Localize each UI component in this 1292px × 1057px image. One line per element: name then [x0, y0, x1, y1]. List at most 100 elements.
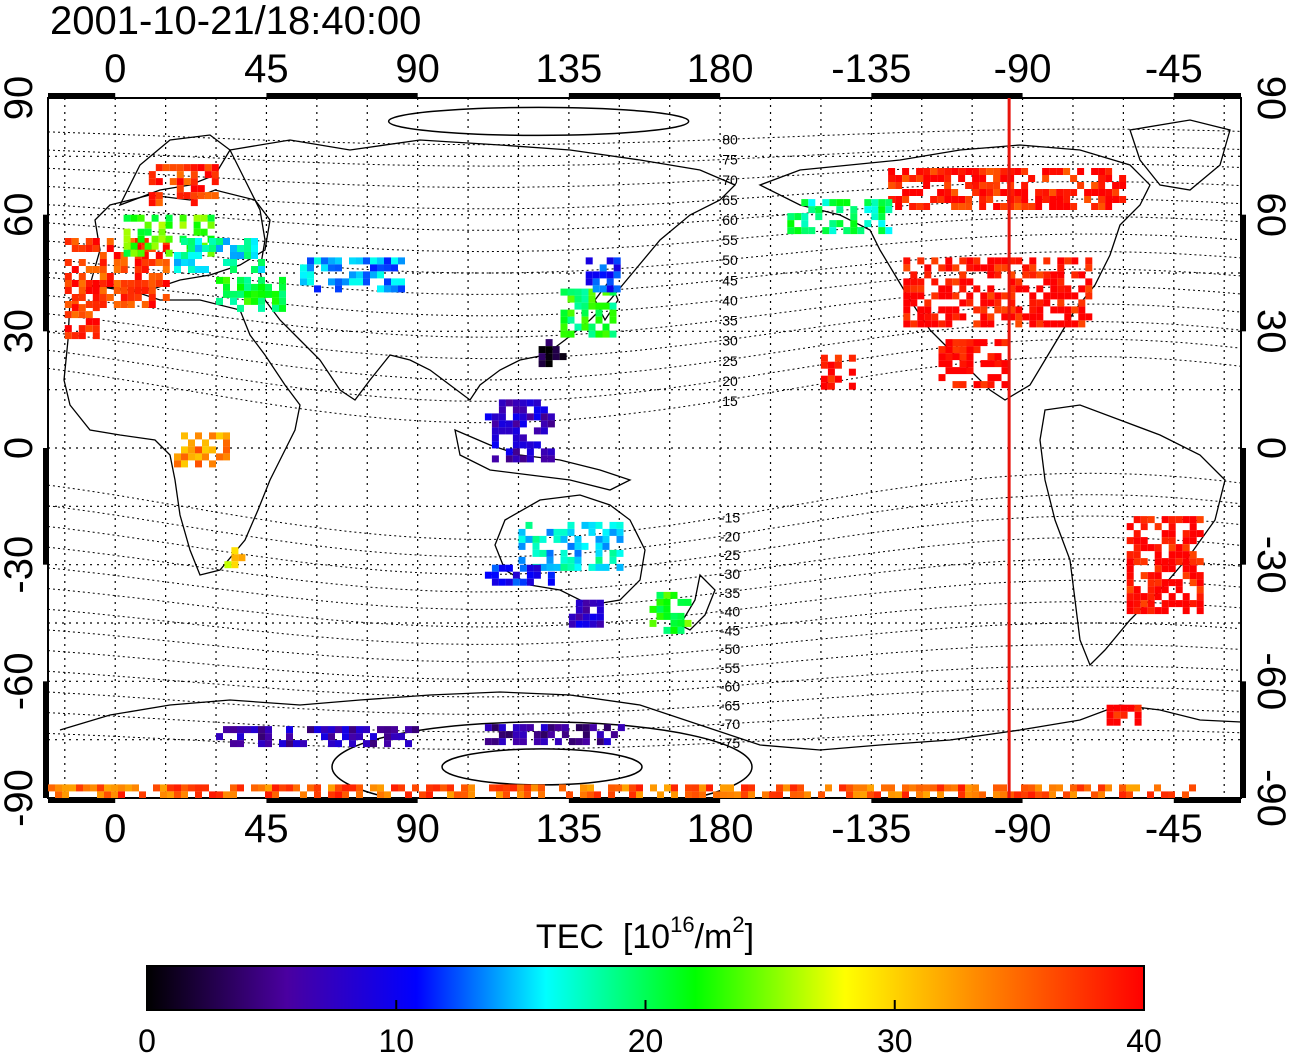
tec-cell	[1056, 196, 1064, 203]
tec-cell	[251, 283, 258, 291]
tec-cell	[1050, 292, 1058, 300]
tec-cell	[1112, 189, 1120, 196]
tec-cell	[1042, 168, 1050, 175]
tec-cell	[92, 266, 100, 273]
tec-cell	[1042, 791, 1049, 798]
tec-cell	[258, 266, 265, 273]
tec-cell	[519, 455, 527, 463]
tec-cell	[958, 196, 966, 203]
tec-cell	[910, 278, 918, 286]
tec-cell	[848, 368, 856, 376]
tec-cell	[553, 535, 561, 543]
tec-cell	[1028, 175, 1036, 182]
tec-cell	[566, 791, 573, 798]
tec-cell	[1126, 572, 1134, 580]
colorbar-tick-label: 0	[138, 1023, 156, 1057]
tec-cell	[567, 521, 575, 529]
tec-cell	[888, 182, 896, 189]
tec-cell	[160, 791, 167, 798]
graticule-grid	[48, 98, 1241, 798]
longitude-tick-label: 90	[395, 807, 440, 851]
frame-bar-segment	[1241, 214, 1246, 332]
tec-cell	[987, 299, 995, 307]
tec-cell	[144, 228, 152, 236]
tec-cell	[930, 175, 938, 182]
tec-cell	[518, 535, 526, 543]
tec-cell	[300, 278, 307, 286]
longitude-tick-label: -135	[831, 807, 911, 851]
tec-cell	[987, 374, 995, 382]
tec-cell	[92, 245, 100, 252]
tec-cell	[769, 791, 776, 798]
tec-cell	[223, 726, 230, 734]
tec-cell	[987, 320, 995, 328]
tec-cell	[272, 784, 279, 792]
tec-cell	[670, 591, 678, 599]
tec-cell	[958, 168, 966, 175]
tec-cell	[568, 738, 576, 746]
tec-cell	[1161, 579, 1169, 587]
tec-cell	[1014, 189, 1022, 196]
tec-cell	[106, 273, 114, 280]
tec-cell	[532, 535, 540, 543]
tec-cell	[1154, 523, 1162, 531]
tec-cell	[1189, 565, 1197, 573]
tec-cell	[540, 738, 548, 746]
frame-bar-segment	[48, 798, 116, 803]
tec-cell	[613, 271, 621, 279]
tec-cell	[657, 791, 664, 798]
tec-cell	[1078, 320, 1086, 328]
tec-cell	[181, 238, 188, 245]
tec-cell	[966, 353, 974, 361]
tec-cell	[938, 320, 946, 328]
tec-cell	[190, 164, 198, 172]
tec-cell	[1056, 189, 1064, 196]
tec-cell	[547, 455, 555, 463]
tec-cell	[588, 295, 596, 303]
magnetic-latitude-label: 25	[722, 353, 738, 369]
tec-cell	[85, 318, 93, 326]
tec-cell	[155, 280, 163, 287]
tec-cell	[244, 252, 251, 259]
tec-cell	[547, 420, 555, 428]
tec-cell	[158, 221, 166, 229]
tec-cell	[540, 448, 548, 456]
tec-cell	[581, 295, 589, 303]
tec-cell	[945, 353, 953, 361]
tec-cell	[151, 235, 159, 243]
tec-cell	[293, 740, 300, 748]
tec-cell	[582, 613, 590, 621]
tec-cell	[1029, 264, 1037, 272]
tec-cell	[582, 731, 590, 739]
tec-cell	[230, 245, 237, 252]
tec-cell	[853, 791, 860, 798]
tec-cell	[204, 192, 212, 200]
tec-cell	[237, 290, 244, 298]
tec-cell	[727, 791, 734, 798]
tec-cell	[762, 791, 769, 798]
tec-cell	[188, 252, 195, 259]
tec-cell	[377, 784, 384, 792]
tec-cell	[1147, 586, 1155, 594]
frame-bar-segment	[1241, 681, 1246, 798]
magnetic-latitude-label: -75	[720, 735, 740, 751]
tec-cell	[848, 354, 856, 362]
tec-cell	[533, 427, 541, 435]
tec-cell	[540, 724, 548, 732]
tec-cell	[871, 206, 879, 214]
tec-cell	[498, 724, 506, 732]
tec-cell	[1084, 784, 1091, 792]
tec-cell	[517, 784, 524, 792]
tec-cell	[1015, 306, 1023, 314]
tec-cell	[994, 353, 1002, 361]
tec-cell	[461, 791, 468, 798]
tec-cell	[808, 199, 816, 207]
tec-cell	[195, 460, 202, 468]
tec-cell	[966, 360, 974, 368]
tec-cell	[412, 784, 419, 792]
tec-cell	[1042, 175, 1050, 182]
magnetic-latitude-contour	[48, 472, 1241, 540]
tec-cell	[231, 554, 239, 562]
tec-cell	[377, 791, 384, 798]
tec-cell	[938, 374, 946, 382]
